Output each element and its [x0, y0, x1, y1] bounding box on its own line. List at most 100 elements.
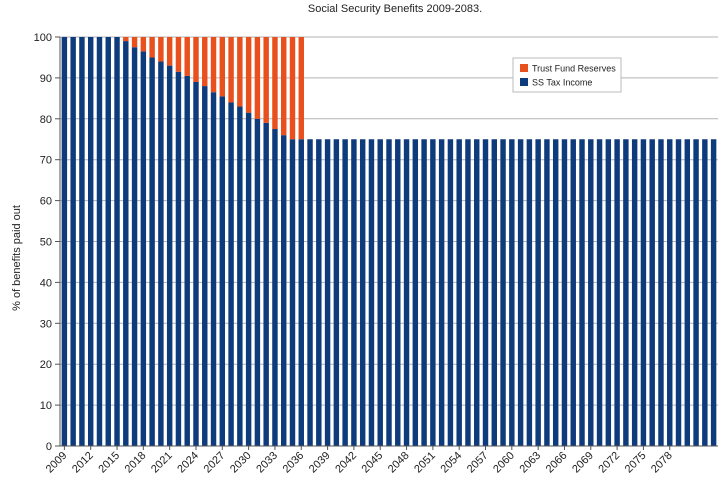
- bar-ss-tax-income-2024: [193, 81, 199, 447]
- bar-ss-tax-income-2073: [623, 139, 629, 446]
- bar-ss-tax-income-2022: [175, 71, 182, 446]
- x-tick-label-2066: 2066: [544, 450, 570, 476]
- bar-trust-fund-reserves-2019: [149, 37, 155, 58]
- bar-ss-tax-income-2011: [79, 37, 85, 446]
- bar-trust-fund-reserves-2031: [254, 37, 261, 119]
- bar-ss-tax-income-2051: [430, 139, 436, 446]
- bar-ss-tax-income-2020: [158, 61, 164, 446]
- y-tick-label-40: 40: [40, 277, 52, 289]
- bar-ss-tax-income-2075: [640, 139, 647, 446]
- bar-trust-fund-reserves-2028: [228, 37, 234, 103]
- bar-trust-fund-reserves-2023: [184, 37, 190, 76]
- bar-ss-tax-income-2017: [131, 47, 138, 446]
- x-tick-label-2045: 2045: [360, 450, 386, 476]
- bar-ss-tax-income-2078: [667, 139, 673, 446]
- bar-trust-fund-reserves-2021: [166, 37, 173, 66]
- bar-ss-tax-income-2046: [386, 139, 392, 446]
- bar-trust-fund-reserves-2036: [298, 37, 304, 140]
- bar-ss-tax-income-2077: [658, 139, 664, 446]
- bar-trust-fund-reserves-2017: [131, 37, 138, 48]
- bar-ss-tax-income-2045: [377, 139, 383, 446]
- bar-ss-tax-income-2016: [123, 41, 129, 447]
- chart-title: Social Security Benefits 2009-2083.: [308, 3, 482, 15]
- x-tick-label-2027: 2027: [202, 450, 228, 476]
- bar-ss-tax-income-2018: [140, 51, 147, 446]
- legend-label-trust-fund-reserves: Trust Fund Reserves: [532, 64, 616, 74]
- x-tick-label-2072: 2072: [596, 450, 622, 476]
- bar-ss-tax-income-2033: [272, 129, 278, 446]
- x-tick-label-2009: 2009: [44, 450, 70, 476]
- x-tick-label-2051: 2051: [412, 450, 438, 476]
- bar-trust-fund-reserves-2035: [289, 37, 296, 140]
- bar-ss-tax-income-2041: [342, 139, 348, 446]
- bar-ss-tax-income-2037: [307, 139, 313, 446]
- y-tick-label-30: 30: [40, 318, 52, 330]
- bar-ss-tax-income-2083: [710, 139, 717, 446]
- x-tick-label-2078: 2078: [649, 450, 675, 476]
- bar-trust-fund-reserves-2026: [210, 37, 217, 93]
- y-tick-label-60: 60: [40, 196, 52, 208]
- bar-ss-tax-income-2054: [456, 139, 462, 446]
- x-tick-label-2060: 2060: [491, 450, 517, 476]
- x-tick-label-2054: 2054: [439, 450, 465, 476]
- bar-ss-tax-income-2025: [202, 86, 208, 446]
- bar-ss-tax-income-2043: [359, 139, 366, 446]
- x-tick-label-2024: 2024: [175, 450, 201, 476]
- x-tick-label-2033: 2033: [254, 450, 280, 476]
- bar-ss-tax-income-2019: [149, 57, 155, 446]
- bar-ss-tax-income-2012: [87, 37, 94, 446]
- x-tick-label-2036: 2036: [281, 450, 307, 476]
- bar-ss-tax-income-2080: [684, 139, 691, 446]
- bar-trust-fund-reserves-2033: [272, 37, 278, 130]
- bar-trust-fund-reserves-2032: [263, 37, 269, 123]
- y-tick-label-80: 80: [40, 114, 52, 126]
- y-tick-label-50: 50: [40, 237, 52, 249]
- y-tick-label-70: 70: [40, 155, 52, 167]
- bar-ss-tax-income-2066: [561, 139, 568, 446]
- legend: Trust Fund Reserves SS Tax Income: [512, 57, 622, 93]
- bar-trust-fund-reserves-2022: [175, 37, 182, 72]
- x-tick-label-2018: 2018: [123, 450, 149, 476]
- bar-ss-tax-income-2069: [588, 139, 594, 446]
- bar-ss-tax-income-2047: [395, 139, 401, 446]
- legend-swatch-ss-tax-income: [520, 78, 528, 86]
- bar-trust-fund-reserves-2025: [202, 37, 208, 87]
- bar-ss-tax-income-2023: [184, 75, 190, 446]
- bar-ss-tax-income-2030: [245, 112, 252, 446]
- x-tick-label-2021: 2021: [149, 450, 175, 476]
- bar-ss-tax-income-2057: [482, 139, 489, 446]
- x-tick-label-2069: 2069: [570, 450, 596, 476]
- bar-ss-tax-income-2076: [649, 139, 655, 446]
- legend-swatch-trust-fund-reserves: [520, 64, 528, 72]
- y-tick-label-10: 10: [40, 400, 52, 412]
- bar-ss-tax-income-2042: [351, 139, 357, 446]
- bar-ss-tax-income-2068: [579, 139, 585, 446]
- bar-ss-tax-income-2062: [526, 139, 533, 446]
- bar-ss-tax-income-2081: [693, 139, 699, 446]
- bar-ss-tax-income-2064: [544, 139, 550, 446]
- bars: [61, 37, 717, 447]
- bar-ss-tax-income-2072: [614, 139, 620, 446]
- bar-ss-tax-income-2065: [552, 139, 559, 446]
- x-tick-label-2063: 2063: [517, 450, 543, 476]
- bar-ss-tax-income-2049: [412, 139, 419, 446]
- bar-ss-tax-income-2035: [289, 139, 296, 446]
- bar-ss-tax-income-2050: [421, 139, 427, 446]
- bar-trust-fund-reserves-2034: [281, 37, 287, 136]
- bar-ss-tax-income-2028: [228, 102, 234, 446]
- bar-ss-tax-income-2044: [368, 139, 375, 446]
- y-tick-label-20: 20: [40, 359, 52, 371]
- bar-trust-fund-reserves-2027: [219, 37, 226, 97]
- bar-ss-tax-income-2052: [438, 139, 445, 446]
- bar-ss-tax-income-2048: [403, 139, 410, 446]
- y-tick-label-0: 0: [46, 441, 52, 453]
- bar-ss-tax-income-2010: [70, 37, 76, 446]
- bar-trust-fund-reserves-2029: [237, 37, 243, 107]
- x-tick-label-2057: 2057: [465, 450, 491, 476]
- bar-ss-tax-income-2058: [491, 139, 497, 446]
- legend-box: [512, 57, 622, 93]
- y-axis-label: % of benefits paid out: [11, 205, 23, 311]
- bar-ss-tax-income-2074: [631, 139, 638, 446]
- bar-ss-tax-income-2014: [105, 37, 111, 446]
- bar-ss-tax-income-2032: [263, 122, 269, 446]
